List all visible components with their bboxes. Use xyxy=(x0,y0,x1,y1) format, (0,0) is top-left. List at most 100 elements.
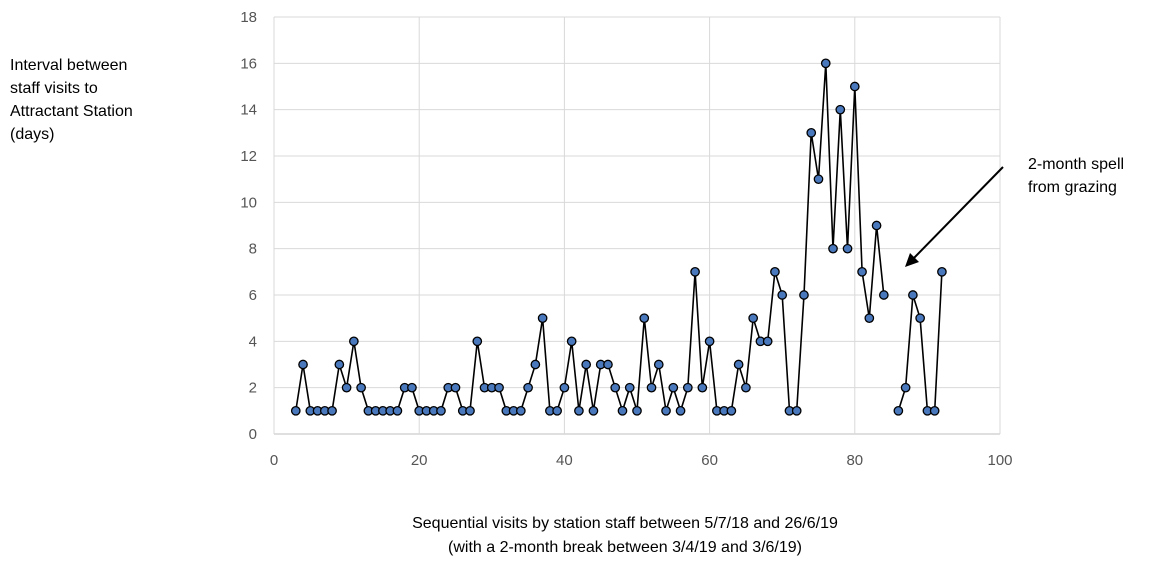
data-point xyxy=(849,81,860,92)
y-tick-label: 2 xyxy=(249,380,257,397)
data-point xyxy=(864,313,875,324)
data-point xyxy=(290,405,301,416)
data-point xyxy=(900,382,911,393)
annotation-line: from grazing xyxy=(1028,179,1117,196)
x-tick-label: 100 xyxy=(987,452,1012,469)
data-point xyxy=(523,382,533,393)
data-point xyxy=(893,405,904,416)
series-lines xyxy=(295,63,943,414)
data-point xyxy=(610,382,621,393)
data-point xyxy=(733,359,744,370)
data-point xyxy=(356,382,366,393)
data-point xyxy=(566,336,577,347)
x-tick-label: 0 xyxy=(270,452,278,469)
data-point xyxy=(878,290,889,300)
data-point xyxy=(857,266,867,277)
data-point xyxy=(791,405,802,416)
data-point xyxy=(799,290,809,300)
y-tick-label: 6 xyxy=(249,287,257,304)
data-point xyxy=(334,359,345,370)
x-tick-label: 40 xyxy=(556,452,573,469)
y-tick-label: 16 xyxy=(240,55,257,72)
data-point xyxy=(603,359,613,370)
y-tick-label: 8 xyxy=(249,241,257,258)
data-point xyxy=(697,382,708,393)
data-point xyxy=(632,405,642,416)
data-point xyxy=(472,336,483,347)
y-tick-label: 10 xyxy=(240,194,257,211)
data-point xyxy=(813,174,824,185)
y-tick-labels: 0 2 4 6 8 10 12 14 16 18 xyxy=(240,9,257,443)
data-point xyxy=(828,243,838,254)
data-point xyxy=(835,104,846,115)
series-line xyxy=(295,63,885,414)
annotation-text: 2-month spell from grazing xyxy=(1028,153,1158,199)
x-tick-labels: 0 20 40 60 80 100 xyxy=(270,452,1013,469)
data-point xyxy=(777,290,788,300)
data-point xyxy=(588,405,599,416)
y-axis-label-line: Interval between xyxy=(10,57,128,74)
annotation-arrow xyxy=(905,166,1004,267)
data-point xyxy=(450,382,461,393)
y-tick-label: 14 xyxy=(240,102,257,119)
data-point xyxy=(937,266,947,277)
data-point xyxy=(682,382,693,393)
data-point xyxy=(327,405,337,416)
x-axis-label-line: Sequential visits by station staff betwe… xyxy=(412,515,838,532)
data-point xyxy=(675,405,686,416)
data-point xyxy=(770,266,780,277)
data-point xyxy=(639,313,650,324)
data-point xyxy=(624,382,635,393)
data-point xyxy=(690,266,700,277)
data-point xyxy=(661,405,671,416)
data-point xyxy=(915,313,925,324)
y-axis-label-line: staff visits to xyxy=(10,80,98,97)
data-point xyxy=(530,359,541,370)
data-point xyxy=(668,382,679,393)
data-point xyxy=(494,382,504,393)
x-tick-label: 80 xyxy=(846,452,863,469)
x-tick-label: 60 xyxy=(701,452,718,469)
x-tick-label: 20 xyxy=(411,452,428,469)
data-point xyxy=(436,405,446,416)
data-point xyxy=(574,405,584,416)
data-point xyxy=(762,336,773,347)
annotation-line: 2-month spell xyxy=(1028,156,1125,173)
y-axis-label-line: Attractant Station xyxy=(10,103,133,120)
y-axis-label: Interval between staff visits to Attract… xyxy=(10,54,210,146)
data-point xyxy=(653,359,664,370)
data-point xyxy=(298,359,308,370)
data-point xyxy=(349,336,359,347)
data-point xyxy=(806,127,817,138)
data-point xyxy=(465,405,475,416)
data-point xyxy=(559,382,570,393)
data-point xyxy=(537,313,548,324)
y-tick-label: 0 xyxy=(249,426,257,443)
series-points xyxy=(290,58,947,416)
data-point xyxy=(748,313,759,324)
data-point xyxy=(581,359,592,370)
data-point xyxy=(515,405,526,416)
data-point xyxy=(552,405,562,416)
data-point xyxy=(726,405,737,416)
data-point xyxy=(871,220,882,231)
data-point xyxy=(617,405,628,416)
data-point xyxy=(908,290,918,300)
data-point xyxy=(704,336,715,347)
data-point xyxy=(341,382,352,393)
data-point xyxy=(646,382,657,393)
y-tick-label: 12 xyxy=(240,148,257,165)
data-point xyxy=(929,405,940,416)
y-tick-label: 18 xyxy=(240,9,257,26)
data-point xyxy=(741,382,751,393)
data-point xyxy=(392,405,403,416)
data-point xyxy=(820,58,831,69)
grid xyxy=(273,16,1001,435)
y-tick-label: 4 xyxy=(249,333,257,350)
x-axis-label-line: (with a 2-month break between 3/4/19 and… xyxy=(448,539,802,556)
y-axis-label-line: (days) xyxy=(10,126,55,143)
data-point xyxy=(842,243,853,254)
data-point xyxy=(407,382,417,393)
x-axis-label: Sequential visits by station staff betwe… xyxy=(250,512,1000,560)
